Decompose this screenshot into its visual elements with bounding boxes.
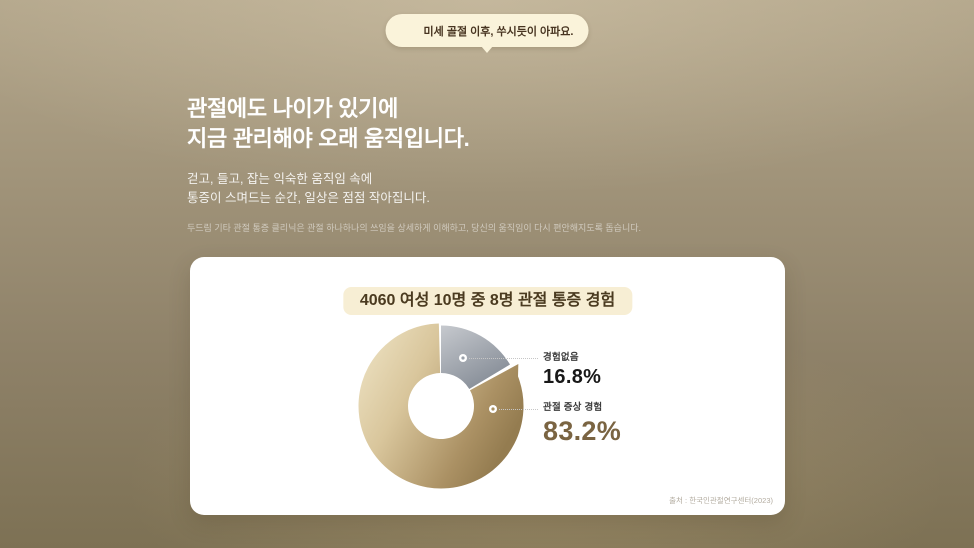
page-title-line2: 지금 관리해야 오래 움직입니다. [187, 126, 470, 151]
marker-dot-none [459, 354, 467, 362]
chart-label-experienced-value: 83.2% [543, 416, 622, 446]
leader-line-none [469, 358, 538, 359]
speech-bubble: 미세 골절 이후, 쑤시듯이 아파요. [385, 14, 589, 47]
chart-source: 출처 : 한국인관절연구센터(2023) [669, 496, 773, 505]
page-subtitle-line1: 걷고, 들고, 잡는 익숙한 움직임 속에 [187, 172, 373, 186]
chart-label-none-value: 16.8% [543, 366, 602, 388]
donut-segment-experienced [358, 323, 524, 489]
page-subtitle: 걷고, 들고, 잡는 익숙한 움직임 속에 통증이 스며드는 순간, 일상은 점… [187, 170, 641, 208]
hero-section: 관절에도 나이가 있기에 지금 관리해야 오래 움직입니다. 걷고, 들고, 잡… [187, 94, 641, 234]
donut-segment-none [441, 325, 510, 389]
page-subtitle-line2: 통증이 스며드는 순간, 일상은 점점 작아집니다. [187, 191, 430, 205]
bandaged-wrist-avatar-icon [391, 18, 416, 43]
page-note: 두드림 기타 관절 통증 클리닉은 관절 하나하나의 쓰임을 상세하게 이해하고… [187, 223, 642, 233]
chart-label-none-name: 경험없음 [543, 352, 579, 363]
chart-label-experienced: 관절 증상 경험 83.2% [543, 399, 621, 447]
speech-bubble-text: 미세 골절 이후, 쑤시듯이 아파요. [423, 25, 574, 38]
marker-dot-experienced [489, 405, 497, 413]
chart-label-none: 경험없음 16.8% [543, 349, 601, 389]
speech-bubble-tail [481, 46, 493, 53]
donut-chart [358, 323, 524, 489]
page-title-line1: 관절에도 나이가 있기에 [187, 96, 399, 121]
page-title: 관절에도 나이가 있기에 지금 관리해야 오래 움직입니다. [187, 94, 641, 154]
chart-title-badge: 4060 여성 10명 중 8명 관절 통증 경험 [342, 287, 633, 315]
leader-line-experienced [499, 409, 538, 410]
chart-label-experienced-name: 관절 증상 경험 [543, 402, 603, 413]
stat-card: 4060 여성 10명 중 8명 관절 통증 경험 [190, 257, 785, 515]
